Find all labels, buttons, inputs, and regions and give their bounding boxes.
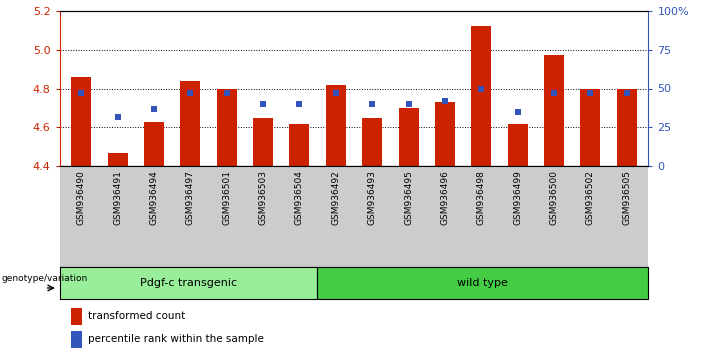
- Bar: [471, 26, 491, 166]
- Text: GSM936496: GSM936496: [440, 170, 449, 225]
- Text: GSM936500: GSM936500: [550, 170, 559, 225]
- Text: GSM936491: GSM936491: [114, 170, 122, 225]
- Bar: [144, 122, 164, 166]
- Bar: [508, 124, 528, 166]
- Text: transformed count: transformed count: [88, 312, 185, 321]
- Text: Pdgf-c transgenic: Pdgf-c transgenic: [139, 278, 237, 288]
- Text: GSM936492: GSM936492: [332, 170, 340, 225]
- Bar: [108, 153, 128, 166]
- Text: GSM936494: GSM936494: [149, 170, 158, 225]
- Text: GSM936502: GSM936502: [586, 170, 594, 225]
- Bar: [399, 108, 418, 166]
- Text: GSM936490: GSM936490: [77, 170, 86, 225]
- Bar: [72, 331, 82, 348]
- Bar: [362, 118, 382, 166]
- Bar: [72, 77, 91, 166]
- Bar: [580, 88, 600, 166]
- Bar: [60, 267, 317, 299]
- Text: GSM936495: GSM936495: [404, 170, 413, 225]
- Text: GSM936493: GSM936493: [368, 170, 376, 225]
- Text: GSM936505: GSM936505: [622, 170, 631, 225]
- Text: wild type: wild type: [457, 278, 508, 288]
- Text: GSM936498: GSM936498: [477, 170, 486, 225]
- Bar: [435, 102, 455, 166]
- Text: GSM936504: GSM936504: [295, 170, 304, 225]
- Bar: [72, 308, 82, 325]
- Bar: [317, 267, 648, 299]
- Bar: [326, 85, 346, 166]
- Bar: [617, 88, 637, 166]
- Text: GSM936497: GSM936497: [186, 170, 195, 225]
- Bar: [544, 56, 564, 166]
- Text: GSM936501: GSM936501: [222, 170, 231, 225]
- Text: percentile rank within the sample: percentile rank within the sample: [88, 335, 264, 344]
- Bar: [180, 81, 200, 166]
- Text: genotype/variation: genotype/variation: [1, 274, 88, 283]
- Bar: [253, 118, 273, 166]
- Text: GSM936503: GSM936503: [259, 170, 268, 225]
- Text: GSM936499: GSM936499: [513, 170, 522, 225]
- Bar: [217, 88, 237, 166]
- Bar: [290, 124, 309, 166]
